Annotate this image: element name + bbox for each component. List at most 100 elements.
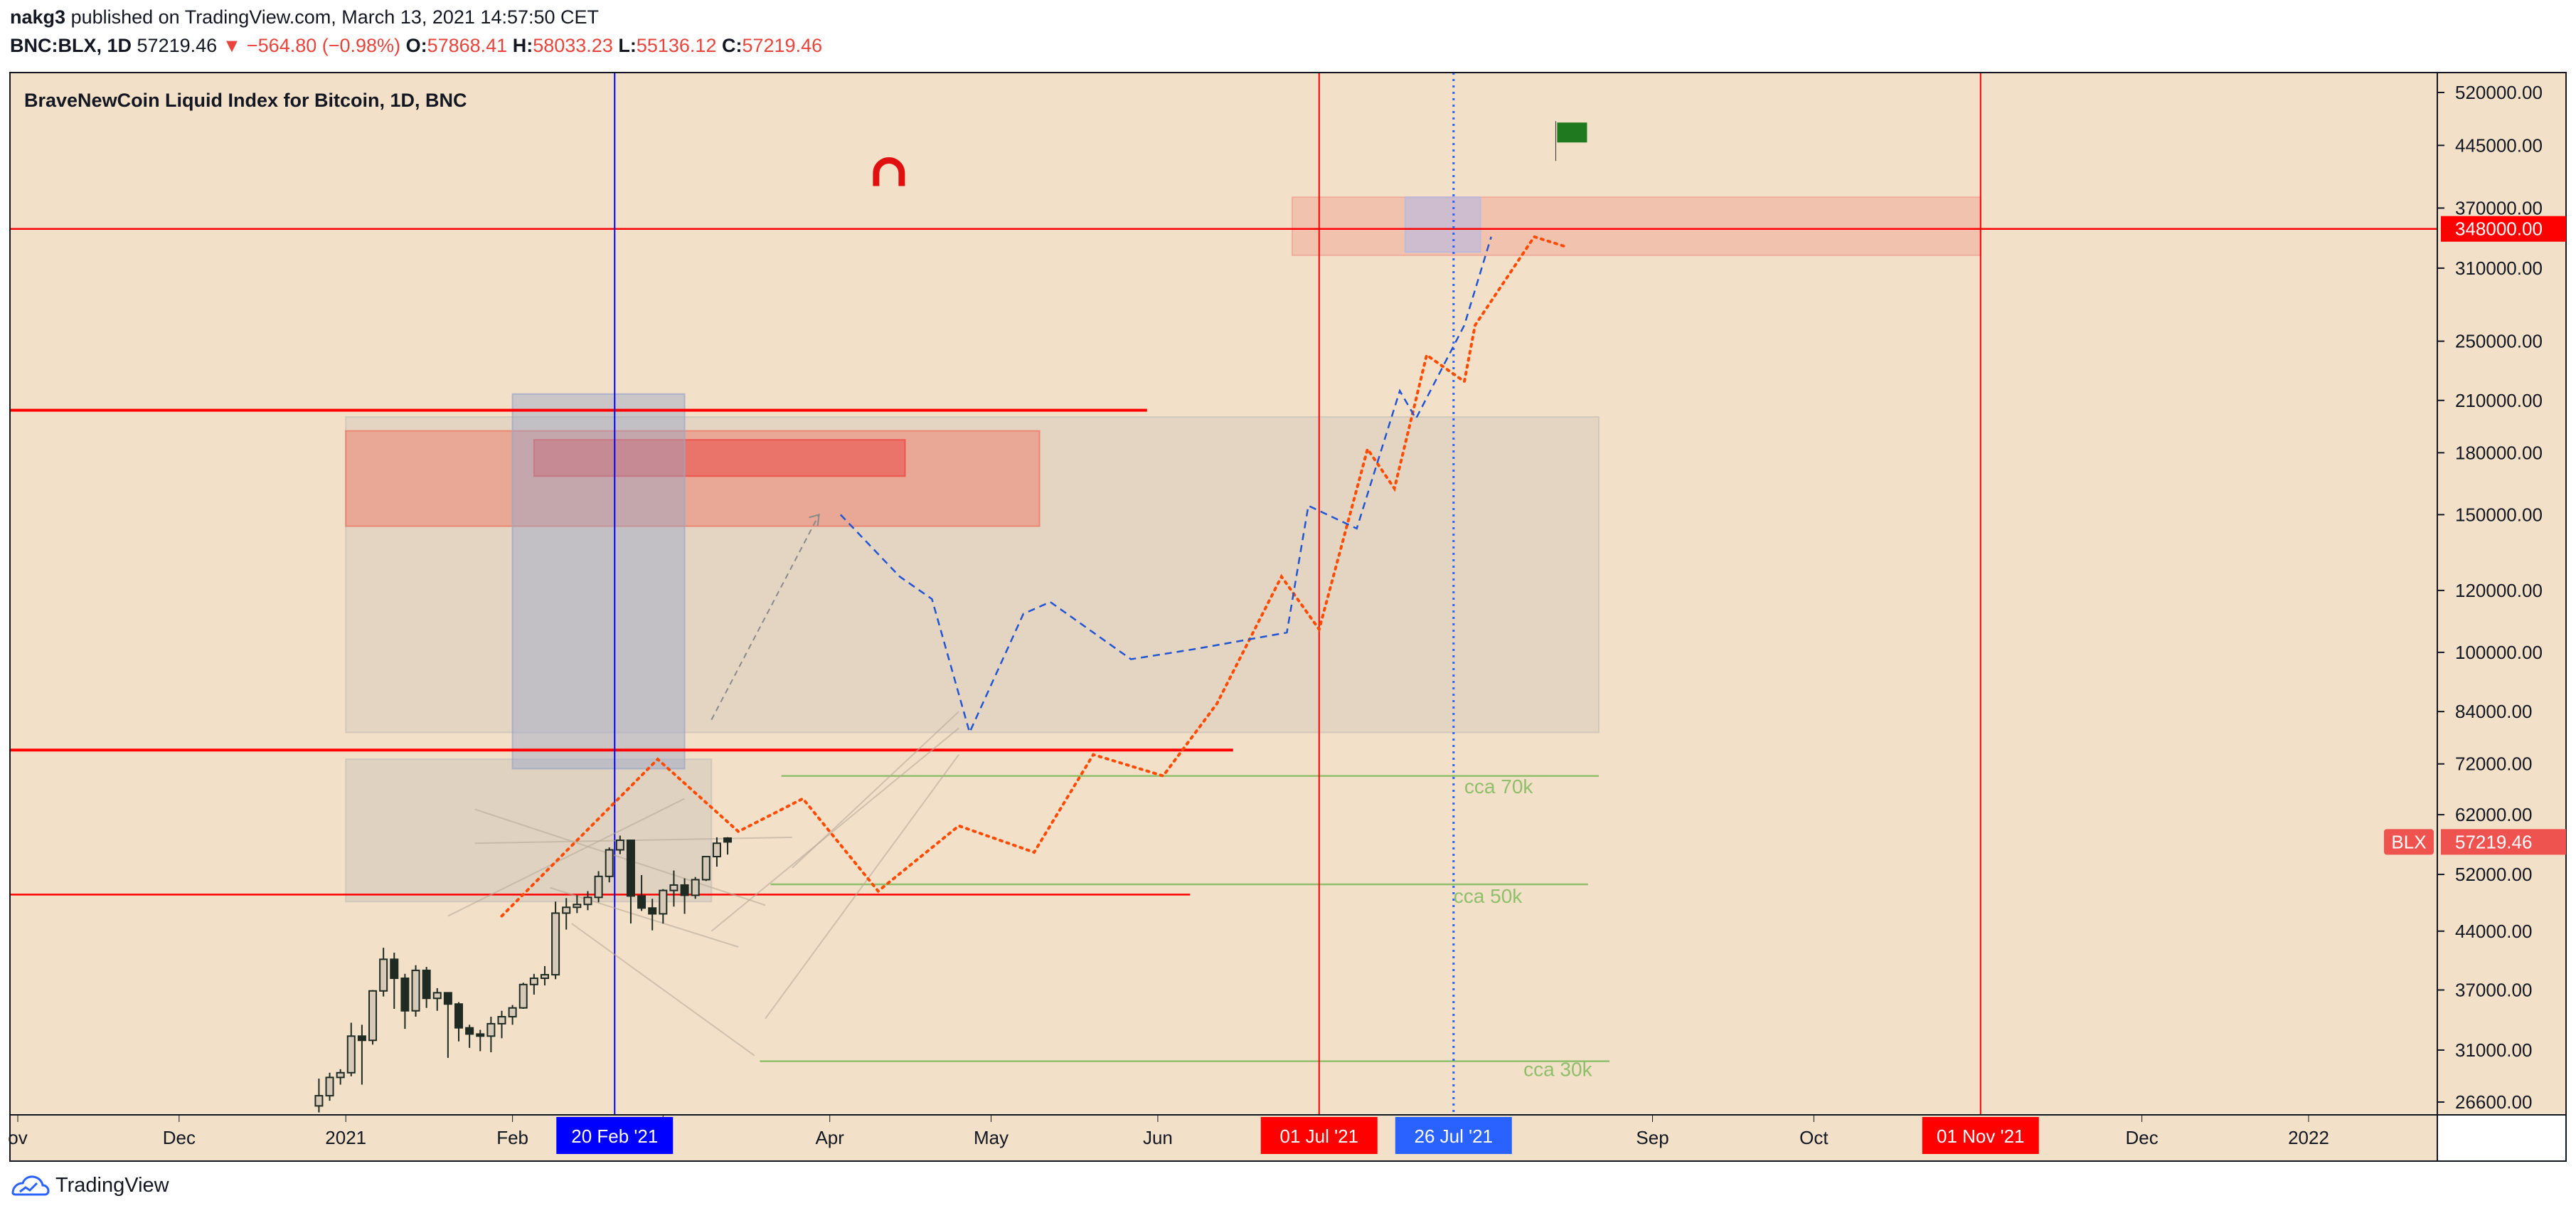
y-tick-label: 250000.00 bbox=[2455, 331, 2543, 352]
candle-body bbox=[454, 1003, 464, 1029]
ohlc-line: BNC:BLX, 1D 57219.46 ▼ −564.80 (−0.98%) … bbox=[10, 33, 822, 58]
y-tick-label: 370000.00 bbox=[2455, 197, 2543, 218]
high-label: H: bbox=[512, 35, 533, 56]
date-badge-label: 01 Nov '21 bbox=[1937, 1126, 2025, 1147]
open-label: O: bbox=[405, 35, 427, 56]
projection-arrow-head bbox=[809, 514, 820, 526]
magnet-icon bbox=[873, 157, 905, 186]
time-axis-background bbox=[10, 1114, 2437, 1161]
zone-rect-6 bbox=[511, 393, 686, 770]
price-change: ▼ −564.80 (−0.98%) bbox=[222, 35, 401, 56]
trend-arrow-line bbox=[550, 886, 739, 948]
y-tick-label: 84000.00 bbox=[2455, 701, 2532, 722]
level-annotation: cca 50k bbox=[1454, 885, 1523, 907]
candle-body bbox=[529, 978, 538, 985]
low-value: 55136.12 bbox=[636, 35, 717, 56]
y-tick-label: 31000.00 bbox=[2455, 1039, 2532, 1061]
y-tick-label: 180000.00 bbox=[2455, 442, 2543, 463]
candle-body bbox=[465, 1027, 474, 1035]
y-tick-label: 26600.00 bbox=[2455, 1091, 2532, 1113]
trend-arrow-line bbox=[447, 798, 686, 917]
date-badge bbox=[1922, 1117, 2039, 1154]
candle-body bbox=[594, 875, 603, 899]
candle-body bbox=[573, 904, 582, 909]
y-tick-label: 210000.00 bbox=[2455, 390, 2543, 411]
zone-rect-5 bbox=[345, 758, 713, 903]
date-badge bbox=[1395, 1117, 1512, 1154]
x-tick-label: 2021 bbox=[325, 1127, 366, 1148]
y-tick-label: 520000.00 bbox=[2455, 82, 2543, 103]
candle-body bbox=[648, 907, 657, 915]
chart-title: BraveNewCoin Liquid Index for Bitcoin, 1… bbox=[24, 90, 467, 111]
y-tick-label: 120000.00 bbox=[2455, 580, 2543, 601]
x-tick-label: Oct bbox=[1799, 1127, 1829, 1148]
candle-body bbox=[583, 896, 592, 906]
x-tick-label: May bbox=[974, 1127, 1008, 1148]
date-badge-label: 01 Jul '21 bbox=[1280, 1126, 1359, 1147]
chart-background bbox=[10, 73, 2437, 1114]
candle-body bbox=[659, 889, 668, 915]
footer-brand[interactable]: TradingView bbox=[10, 1174, 169, 1197]
candle-body bbox=[400, 978, 410, 1012]
candle-body bbox=[325, 1076, 334, 1097]
high-value: 58033.23 bbox=[533, 35, 613, 56]
y-tick-label: 37000.00 bbox=[2455, 979, 2532, 1000]
y-tick-label: 52000.00 bbox=[2455, 864, 2532, 885]
candle-body bbox=[486, 1022, 496, 1037]
y-tick-label: 62000.00 bbox=[2455, 804, 2532, 825]
candle-body bbox=[432, 992, 442, 1000]
x-tick-label: Apr bbox=[815, 1127, 844, 1148]
candle-body bbox=[336, 1071, 345, 1079]
open-value: 57868.41 bbox=[427, 35, 508, 56]
candle-body bbox=[508, 1007, 517, 1018]
trend-arrow-line bbox=[792, 711, 959, 869]
trend-arrow-line bbox=[571, 923, 755, 1057]
candle-body bbox=[723, 837, 733, 843]
candle-body bbox=[422, 969, 431, 1000]
y-tick-label: 150000.00 bbox=[2455, 504, 2543, 525]
candle-body bbox=[476, 1033, 485, 1037]
low-label: L: bbox=[618, 35, 637, 56]
candle-body bbox=[390, 958, 399, 980]
date-badge-label: 26 Jul '21 bbox=[1415, 1126, 1494, 1147]
x-tick-label: 2022 bbox=[2288, 1127, 2329, 1148]
date-badge bbox=[1260, 1117, 1378, 1154]
candle-body bbox=[637, 895, 646, 909]
y-tick-label: 100000.00 bbox=[2455, 642, 2543, 663]
price-badge-label: 348000.00 bbox=[2455, 218, 2543, 240]
candle-body bbox=[626, 840, 635, 897]
level-annotation: cca 30k bbox=[1523, 1059, 1592, 1081]
level-annotation: cca 70k bbox=[1464, 775, 1533, 798]
candle-body bbox=[669, 884, 678, 891]
publish-header: nakg3 published on TradingView.com, Marc… bbox=[10, 4, 822, 58]
zone-rect-1 bbox=[1404, 196, 1481, 253]
price-badge bbox=[2441, 216, 2566, 242]
candle-body bbox=[605, 849, 614, 877]
x-tick-label: Feb bbox=[496, 1127, 528, 1148]
x-tick-label: Sep bbox=[1636, 1127, 1668, 1148]
series-tag-badge bbox=[2384, 829, 2434, 855]
author-name[interactable]: nakg3 bbox=[10, 6, 66, 28]
close-value: 57219.46 bbox=[742, 35, 823, 56]
projection-arrow-line bbox=[710, 514, 820, 721]
candle-body bbox=[615, 840, 624, 851]
candle-body bbox=[314, 1095, 324, 1107]
trend-arrow-line bbox=[765, 754, 959, 1020]
candle-body bbox=[701, 856, 710, 881]
published-info: published on TradingView.com, March 13, … bbox=[70, 6, 600, 28]
candle-body bbox=[368, 990, 378, 1042]
zone-rect-4 bbox=[533, 439, 906, 477]
last-price: 57219.46 bbox=[137, 35, 218, 56]
close-label: C: bbox=[721, 35, 743, 56]
series-tag-label: BLX bbox=[2391, 831, 2426, 852]
price-axis-background bbox=[2438, 73, 2566, 1114]
price-badge-label: 57219.46 bbox=[2455, 831, 2532, 852]
y-tick-label: 445000.00 bbox=[2455, 134, 2543, 156]
date-badge-label: 20 Feb '21 bbox=[571, 1126, 658, 1147]
symbol-label: BNC:BLX, 1D bbox=[10, 35, 132, 56]
candle-body bbox=[712, 842, 721, 858]
trend-arrow-line bbox=[474, 808, 766, 906]
y-tick-label: 44000.00 bbox=[2455, 921, 2532, 942]
candle-body bbox=[518, 983, 528, 1009]
